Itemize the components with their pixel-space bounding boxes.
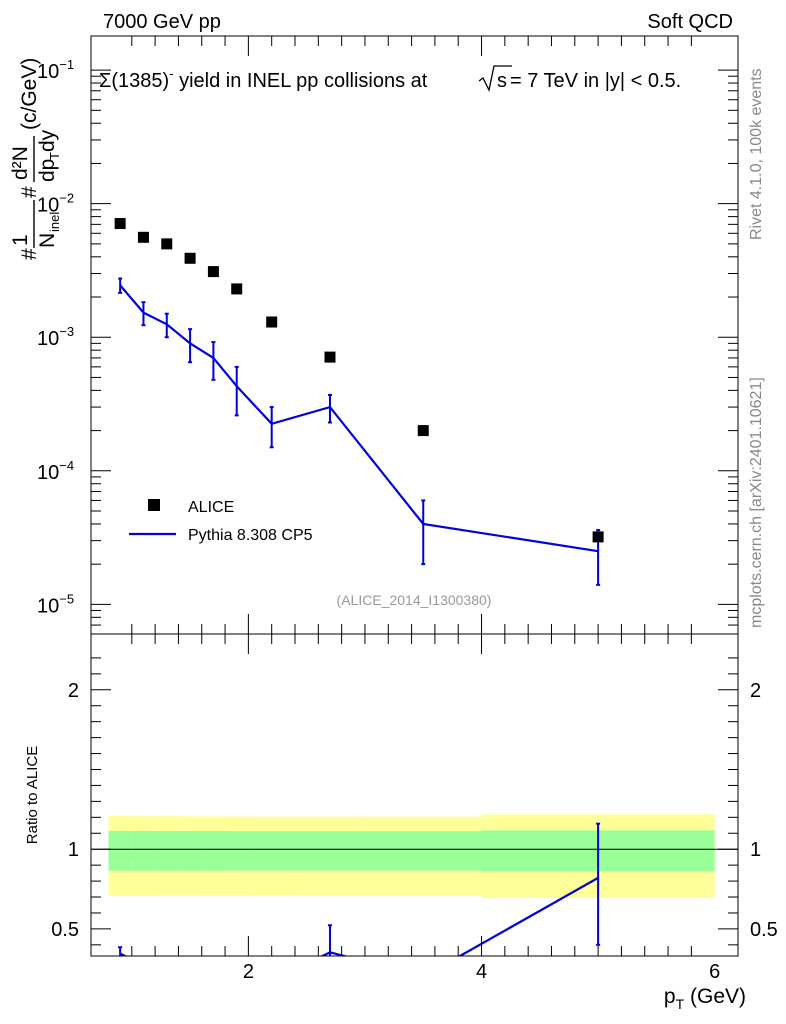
ratio-y-tick-label-right: 1 [750,839,761,861]
main-y-tick-labels: 10−5 10−4 10−3 10−2 10−1 [37,57,74,617]
ratio-y-tick-label-left: 2 [68,680,79,702]
energy-label: 7000 GeV pp [103,11,221,33]
stat-band-segment [225,831,249,871]
stat-band-segment [155,831,179,871]
legend-alice-marker [148,499,160,511]
stat-band-segment [364,831,482,871]
plot-title: Σ(1385)- yield in INEL pp collisions at [99,66,428,92]
ylabel-denominator: dp [36,159,59,182]
stat-band-segment [178,831,202,871]
alice-marker [231,283,243,295]
alice-marker [592,531,604,543]
x-tick-label: 4 [476,961,487,983]
ylabel-n: N [36,233,59,248]
legend-alice-label: ALICE [188,499,234,516]
title-particle: Σ(1385) [99,70,169,92]
alice-marker [161,238,173,250]
ylabel-numerator: d²N [9,146,32,180]
ylabel-hash-1: # [18,248,41,260]
alice-marker [207,266,219,278]
category-label: Soft QCD [647,11,733,33]
ylabel-one: 1 [9,234,32,246]
alice-marker [137,231,149,243]
stat-band-segment [201,831,226,871]
ratio-plot-frame [90,633,739,957]
ratio-plot-panel: 0.5 0.5 1 1 2 2 2 4 6 Ratio to ALICE pT (GeV) [24,633,778,1012]
alice-marker [114,218,126,230]
alice-marker [324,351,336,363]
ratio-pythia-series [118,822,601,956]
ylabel-denominator-sub: T [47,152,62,160]
alice-marker [417,425,429,437]
ratio-tick-labels: 0.5 0.5 1 1 2 2 2 4 6 [51,680,778,983]
ratio-y-tick-label-left: 0.5 [51,919,79,941]
ylabel-n-sub: inel [47,212,62,232]
ratio-y-tick-label-left: 1 [68,839,79,861]
y-tick-label: 10−5 [37,591,74,617]
y-tick-label: 10−4 [37,458,74,484]
alice-series [114,218,604,543]
main-plot-panel: 10−5 10−4 10−3 10−2 10−1 (ALICE_2014_I130038… [9,35,739,635]
ylabel-denominator-tail: dy [36,129,59,152]
main-axis-ticks [91,36,738,635]
title-charge: - [169,66,173,81]
main-y-axis-label: # 1 N inel # d²N dp T dy (c/GeV) [9,58,62,260]
x-axis-label: pT (GeV) [664,985,746,1012]
x-tick-label: 2 [243,961,254,983]
mcplots-label: mcplots.cern.ch [arXiv:2401.10621] [748,377,765,628]
sqrt-s-symbol: s [478,65,512,92]
y-tick-label: 10−2 [37,191,74,217]
stat-band-segment [295,831,365,871]
rivet-version-label: Rivet 4.1.0, 100k events [748,68,765,240]
alice-marker [184,252,196,264]
ratio-uncertainty-bands [108,814,715,898]
ratio-y-tick-label-right: 0.5 [750,919,778,941]
title-tail: = 7 TeV in |y| < 0.5. [510,70,681,92]
x-tick-label: 6 [709,961,720,983]
y-tick-label: 10−1 [37,57,74,83]
ratio-y-axis-label: Ratio to ALICE [24,746,41,844]
y-tick-label: 10−3 [37,324,74,350]
title-text: yield in INEL pp collisions at [174,70,428,92]
stat-band-segment [248,831,296,871]
ratio-y-tick-label-right: 2 [750,680,761,702]
stat-band-segment [108,830,132,871]
pythia-line [119,284,599,553]
legend: ALICE Pythia 8.308 CP5 [129,499,313,544]
stat-band-segment [131,830,156,871]
analysis-watermark: (ALICE_2014_I1300380) [337,592,492,608]
alice-marker [266,316,278,328]
legend-pythia-label: Pythia 8.308 CP5 [188,527,313,544]
pythia-series [118,277,601,586]
ratio-axis-ticks [91,634,738,956]
ylabel-hash-2: # [18,186,41,198]
main-plot-frame [90,35,739,635]
title-sqrt-s: s [497,70,507,92]
ylabel-units: (c/GeV) [18,58,41,130]
